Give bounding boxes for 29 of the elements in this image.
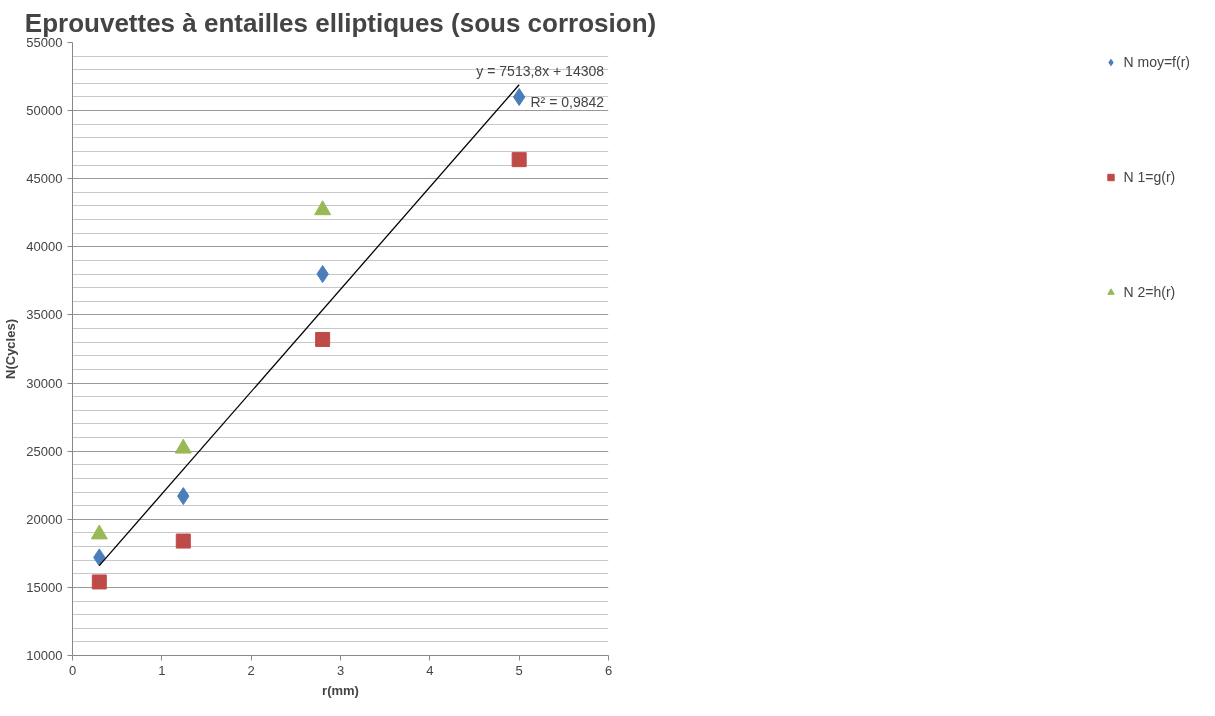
x-axis-title: r(mm) [322,682,359,698]
annotation: R² = 0,9842 [530,93,605,110]
chart-title: Eprouvettes à entailles elliptiques (sous corrosion) [24,7,657,38]
x-tick-label: 2 [247,662,255,678]
y-tick-label: 10000 [26,648,63,663]
point [511,152,527,168]
y-tick-label: 50000 [26,103,63,119]
x-tick-label: 3 [336,662,345,678]
annotation: y = 7513,8x + 14308 [476,63,605,80]
point [91,574,107,590]
legend-label: N 1=g(r) [1123,169,1176,185]
point [314,200,332,216]
x-tick-label: 4 [426,662,434,678]
x-tick-label: 1 [158,662,166,678]
y-tick-label: 15000 [26,579,63,595]
legend-label: N 2=h(r) [1123,284,1176,300]
x-tick-label: 6 [604,662,613,678]
y-tick-label: 40000 [26,239,63,255]
y-tick-label: 45000 [26,171,63,187]
point [315,331,331,347]
x-tick-label: 0 [68,662,77,678]
x-tick-label: 5 [515,662,523,678]
y-tick-label: 35000 [26,307,63,323]
y-tick-label: 30000 [26,375,63,391]
y-tick-label: 20000 [26,511,63,527]
y-tick-label: 25000 [26,443,63,459]
point [175,533,191,549]
y-axis-title: N(Cycles) [3,319,19,379]
legend-label: N moy=f(r) [1123,54,1190,70]
